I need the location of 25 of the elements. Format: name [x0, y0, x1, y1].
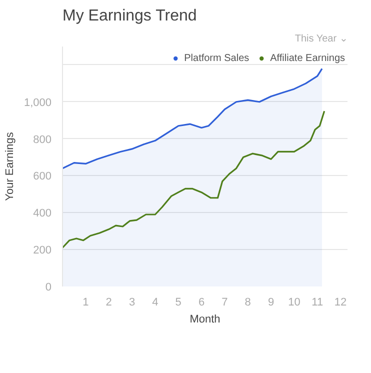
x-tick-label: 2: [106, 296, 112, 308]
chart-title: My Earnings Trend: [62, 8, 197, 24]
y-axis-title: Your Earnings: [4, 132, 16, 201]
y-tick-label: 600: [33, 170, 52, 183]
text: This Year ⌄: [294, 34, 348, 44]
y-tick-label: 0: [45, 282, 52, 294]
line-series: [62, 110, 326, 249]
x-tick-label: 4: [152, 296, 158, 308]
x-tick-label: 1: [82, 296, 89, 308]
legend-label: Platform Sales: [184, 52, 250, 64]
x-tick-label: 11: [312, 296, 324, 308]
y-tick-label: 400: [33, 208, 52, 220]
x-tick-label: 3: [128, 296, 136, 308]
x-tick-label: 5: [175, 296, 182, 308]
x-tick-label: 8: [244, 296, 251, 308]
x-tick-label: 7: [222, 296, 228, 308]
legend-label: Affiliate Earnings: [270, 52, 345, 64]
x-axis-title: Month: [190, 314, 220, 326]
x-tick-label: 9: [268, 296, 274, 308]
y-tick-label: 1,000: [24, 96, 52, 109]
x-tick-label: 6: [198, 296, 205, 308]
y-tick-label: 800: [33, 134, 52, 146]
x-tick-label: 12: [334, 296, 347, 308]
y-tick-label: 200: [33, 244, 52, 257]
x-tick-label: 10: [288, 296, 300, 308]
